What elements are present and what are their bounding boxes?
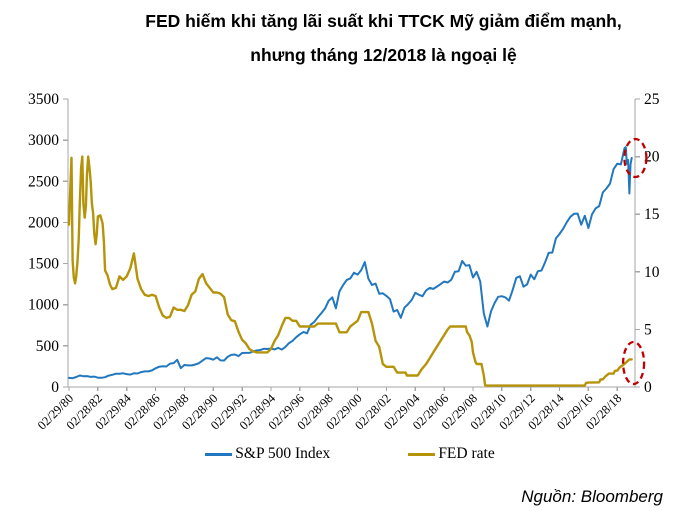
- source-note: Nguồn: Bloomberg: [521, 487, 663, 506]
- series-line-fed-rate: [67, 155, 633, 387]
- chart-title-line2: nhưng tháng 12/2018 là ngoại lệ: [250, 45, 517, 65]
- left-axis-tick-label: 0: [51, 379, 59, 396]
- right-axis-tick-label: 15: [644, 206, 660, 223]
- right-axis-tick-label: 25: [644, 91, 660, 108]
- dual-axis-line-chart: 0 500 1000 1500 2000 2500 3000 3500 0 5 10 15 20 25 02…: [28, 91, 660, 433]
- left-axis-tick-label: 3500: [28, 91, 59, 108]
- dec-2018-sp500-circle: [623, 137, 648, 179]
- fed-rate-line-swatch: [408, 452, 436, 456]
- axis-frame: [67, 99, 636, 388]
- right-axis-tick-label: 20: [644, 149, 660, 166]
- annotations: [621, 137, 648, 386]
- chart-title-line1: FED hiếm khi tăng lãi suất khi TTCK Mỹ g…: [145, 11, 622, 31]
- left-axis: 0 500 1000 1500 2000 2500 3000 3500: [28, 91, 68, 396]
- right-axis-tick-label: 10: [644, 264, 660, 281]
- right-axis-tick-label: 0: [644, 379, 652, 396]
- chart-title: FED hiếm khi tăng lãi suất khi TTCK Mỹ g…: [68, 4, 699, 72]
- x-axis: 02/29/8002/28/8202/29/8402/28/8602/29/88…: [35, 387, 624, 433]
- legend-label-fed-rate: FED rate: [438, 445, 495, 462]
- left-axis-tick-label: 1000: [28, 297, 59, 314]
- left-axis-tick-label: 3000: [28, 132, 59, 149]
- legend-item-sp500: S&P 500 Index: [205, 445, 330, 463]
- left-axis-tick-label: 2000: [28, 214, 59, 231]
- series-line-sp500: [68, 146, 633, 380]
- legend-label-sp500: S&P 500 Index: [235, 445, 331, 462]
- legend-item-fed-rate: FED rate: [408, 445, 495, 463]
- sp500-line-swatch: [205, 452, 233, 456]
- dec-2018-fed-rate-circle: [621, 340, 646, 386]
- right-axis: 0 5 10 15 20 25: [635, 91, 660, 396]
- left-axis-tick-label: 500: [36, 338, 60, 355]
- right-axis-tick-label: 5: [644, 321, 652, 338]
- left-axis-tick-label: 2500: [28, 173, 59, 190]
- left-axis-tick-label: 1500: [28, 256, 59, 273]
- chart-legend: S&P 500 Index FED rate: [30, 445, 670, 463]
